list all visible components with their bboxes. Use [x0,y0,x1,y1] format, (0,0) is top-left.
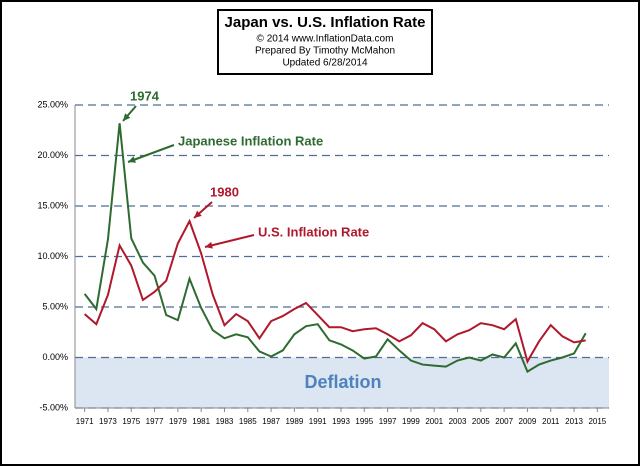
x-tick-label: 1979 [169,417,187,426]
x-tick-label: 1977 [146,417,164,426]
y-tick-label: 20.00% [37,150,68,160]
x-tick-label: 1987 [262,417,280,426]
y-tick-label: 0.00% [42,352,68,362]
series-line [83,123,587,374]
arrow-head [194,210,202,218]
x-tick-label: 1971 [76,417,94,426]
x-tick-label: 1993 [332,417,350,426]
x-tick-label: 1995 [355,417,373,426]
y-tick-label: 5.00% [42,301,68,311]
annotation: 1980 [210,184,239,199]
x-tick-label: 2009 [519,417,537,426]
x-tick-label: 1973 [99,417,117,426]
chart-title: Japan vs. U.S. Inflation Rate [225,14,426,31]
x-tick-label: 2011 [542,417,560,426]
x-tick-label: 1999 [402,417,420,426]
x-tick-label: 2005 [472,417,490,426]
x-tick-label: 2001 [425,417,443,426]
y-tick-label: 15.00% [37,200,68,210]
title-box [217,9,433,75]
x-tick-label: 1989 [285,417,303,426]
x-tick-label: 2003 [449,417,467,426]
deflation-region [75,357,609,408]
arrow [127,144,175,163]
x-tick-label: 1975 [122,417,140,426]
arrow [204,234,255,248]
arrow-head [128,156,136,163]
series-label: U.S. Inflation Rate [258,224,369,239]
x-tick-label: 2013 [565,417,583,426]
credit: © 2014 www.InflationData.com [257,34,394,45]
arrow-head [205,241,213,249]
x-tick-label: 2007 [495,417,513,426]
x-tick-label: 1981 [192,417,210,426]
y-tick-label: 10.00% [37,251,68,261]
credit: Prepared By Timothy McMahon [255,46,395,57]
credit: Updated 6/28/2014 [282,58,368,69]
x-tick-label: 2015 [588,417,606,426]
x-tick-label: 1991 [309,417,327,426]
y-tick-label: 25.00% [37,99,68,109]
annotation: 1974 [130,88,160,103]
x-tick-label: 1985 [239,417,257,426]
series-line [83,218,586,365]
y-tick-label: -5.00% [39,402,68,412]
annotation: Deflation [304,372,381,392]
x-tick-label: 1983 [216,417,234,426]
x-tick-label: 1997 [379,417,397,426]
series-label: Japanese Inflation Rate [178,133,323,148]
arrow-head [123,113,131,121]
